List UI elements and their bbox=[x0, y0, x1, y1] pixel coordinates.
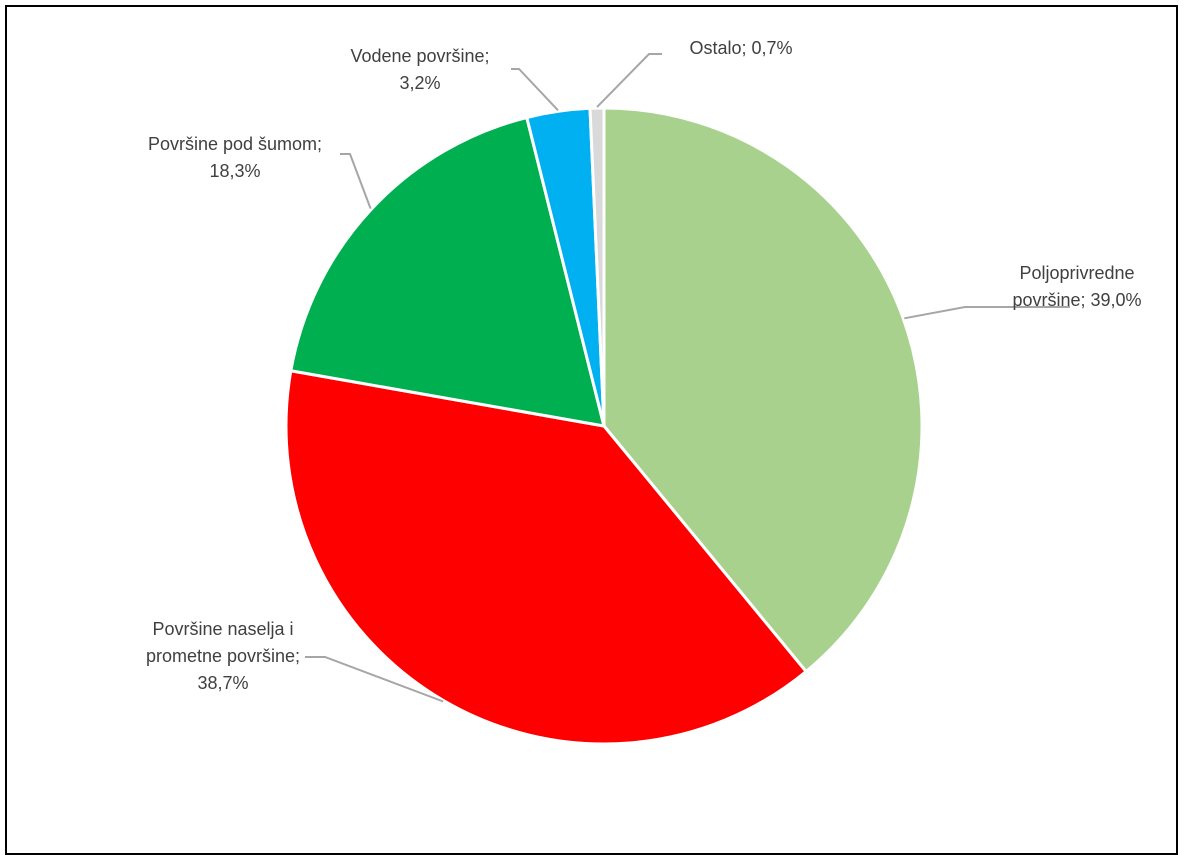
data-label-2: Površine naselja i prometne površine; 38,7… bbox=[146, 619, 300, 693]
pie-slice-3 bbox=[289, 116, 606, 428]
pie-slices bbox=[284, 106, 924, 746]
pie-slice-2 bbox=[284, 369, 808, 746]
pie-chart: Poljoprivredne površine; 39,0% Površine na… bbox=[146, 38, 1142, 746]
leader-lines bbox=[305, 53, 1070, 703]
data-label-line: 3,2% bbox=[399, 73, 440, 93]
data-label-line: Ostalo; 0,7% bbox=[689, 38, 792, 58]
data-label-line: Površine pod šumom; bbox=[148, 134, 322, 154]
leader-line-3 bbox=[340, 153, 372, 209]
data-label-line: Površine naselja i bbox=[152, 619, 293, 639]
leader-line-4 bbox=[511, 68, 559, 111]
data-label-line: 18,3% bbox=[209, 161, 260, 181]
leader-line-1 bbox=[904, 306, 1070, 320]
pie-slice-1 bbox=[602, 106, 924, 674]
chart-frame: Poljoprivredne površine; 39,0% Površine na… bbox=[5, 5, 1178, 855]
data-label-line: prometne površine; bbox=[146, 646, 300, 666]
data-labels: Poljoprivredne površine; 39,0% Površine na… bbox=[146, 38, 1142, 693]
data-label-line: površine; 39,0% bbox=[1012, 290, 1141, 310]
data-label-line: 38,7% bbox=[197, 673, 248, 693]
data-label-1: Poljoprivredne površine; 39,0% bbox=[1012, 263, 1141, 310]
data-label-4: Vodene površine; 3,2% bbox=[350, 46, 489, 93]
leader-line-5 bbox=[596, 53, 662, 108]
pie-slice-5 bbox=[588, 106, 606, 428]
data-label-5: Ostalo; 0,7% bbox=[689, 38, 792, 58]
leader-line-2 bbox=[305, 656, 444, 703]
data-label-3: Površine pod šumom; 18,3% bbox=[148, 134, 322, 181]
data-label-line: Vodene površine; bbox=[350, 46, 489, 66]
data-label-line: Poljoprivredne bbox=[1019, 263, 1134, 283]
